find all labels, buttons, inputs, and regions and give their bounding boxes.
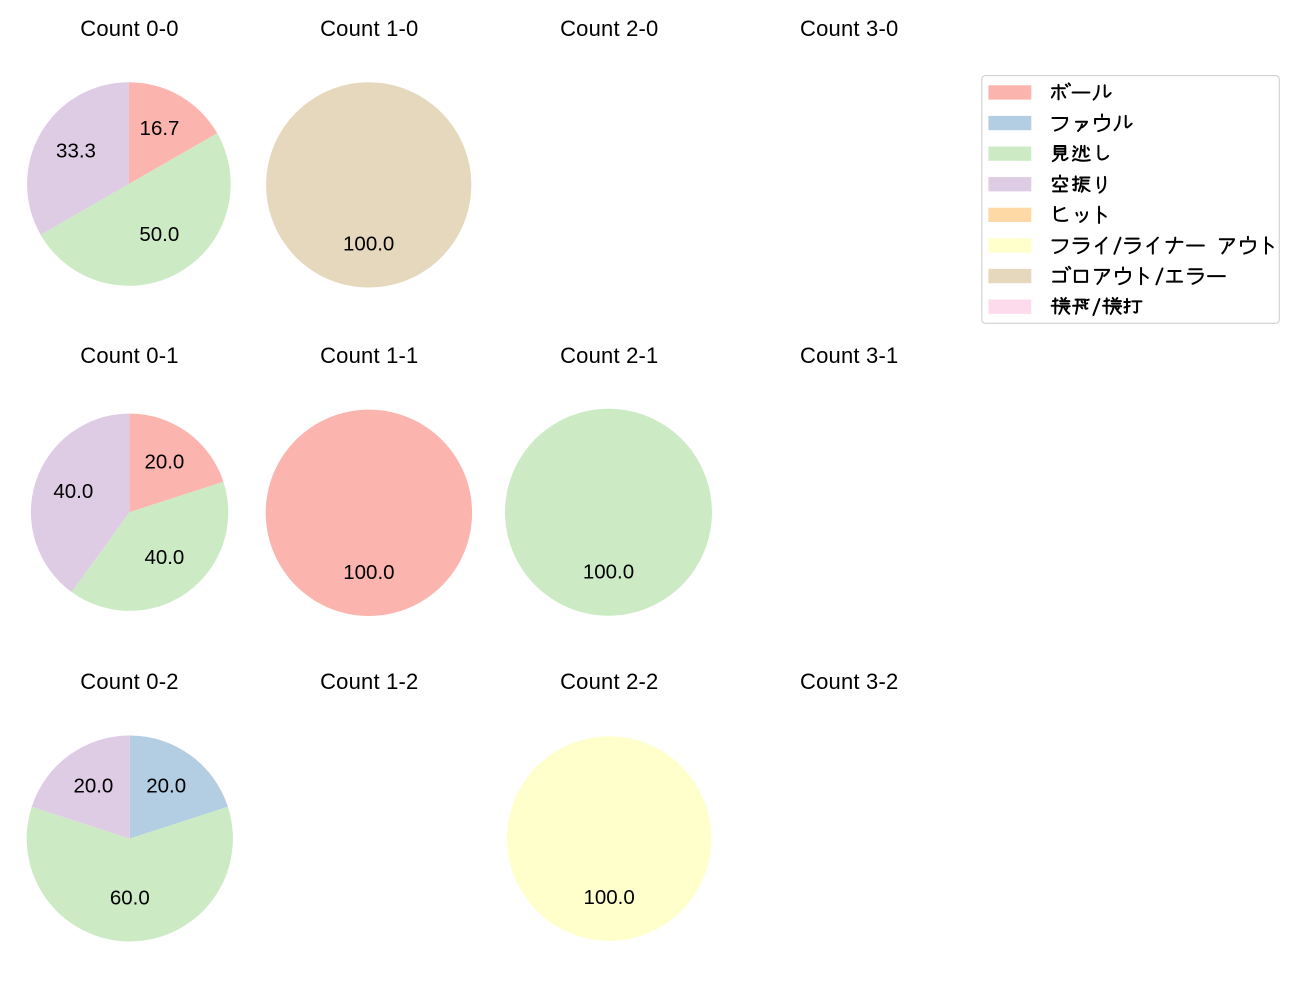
svg-text:Count 2-2: Count 2-2	[560, 669, 658, 694]
svg-text:Count 2-1: Count 2-1	[560, 343, 658, 368]
svg-text:Count 3-1: Count 3-1	[800, 343, 898, 368]
svg-text:16.7: 16.7	[140, 117, 180, 140]
svg-text:100.0: 100.0	[583, 886, 634, 909]
svg-text:Count 1-2: Count 1-2	[320, 669, 418, 694]
svg-text:Count 0-1: Count 0-1	[80, 343, 178, 368]
svg-text:100.0: 100.0	[343, 561, 394, 584]
svg-text:33.3: 33.3	[56, 140, 96, 163]
svg-text:20.0: 20.0	[73, 775, 113, 798]
svg-text:100.0: 100.0	[583, 560, 634, 583]
svg-text:60.0: 60.0	[110, 887, 150, 910]
svg-text:Count 0-0: Count 0-0	[80, 16, 178, 41]
svg-text:20.0: 20.0	[144, 450, 184, 473]
svg-text:Count 2-0: Count 2-0	[560, 16, 658, 41]
svg-text:Count 0-2: Count 0-2	[80, 669, 178, 694]
svg-text:40.0: 40.0	[144, 546, 184, 569]
svg-text:40.0: 40.0	[53, 480, 93, 503]
svg-text:100.0: 100.0	[343, 233, 394, 256]
svg-text:20.0: 20.0	[146, 775, 186, 798]
svg-text:50.0: 50.0	[139, 223, 179, 246]
svg-text:Count 1-0: Count 1-0	[320, 16, 418, 41]
svg-text:Count 1-1: Count 1-1	[320, 343, 418, 368]
svg-text:Count 3-2: Count 3-2	[800, 669, 898, 694]
svg-text:Count 3-0: Count 3-0	[800, 16, 898, 41]
